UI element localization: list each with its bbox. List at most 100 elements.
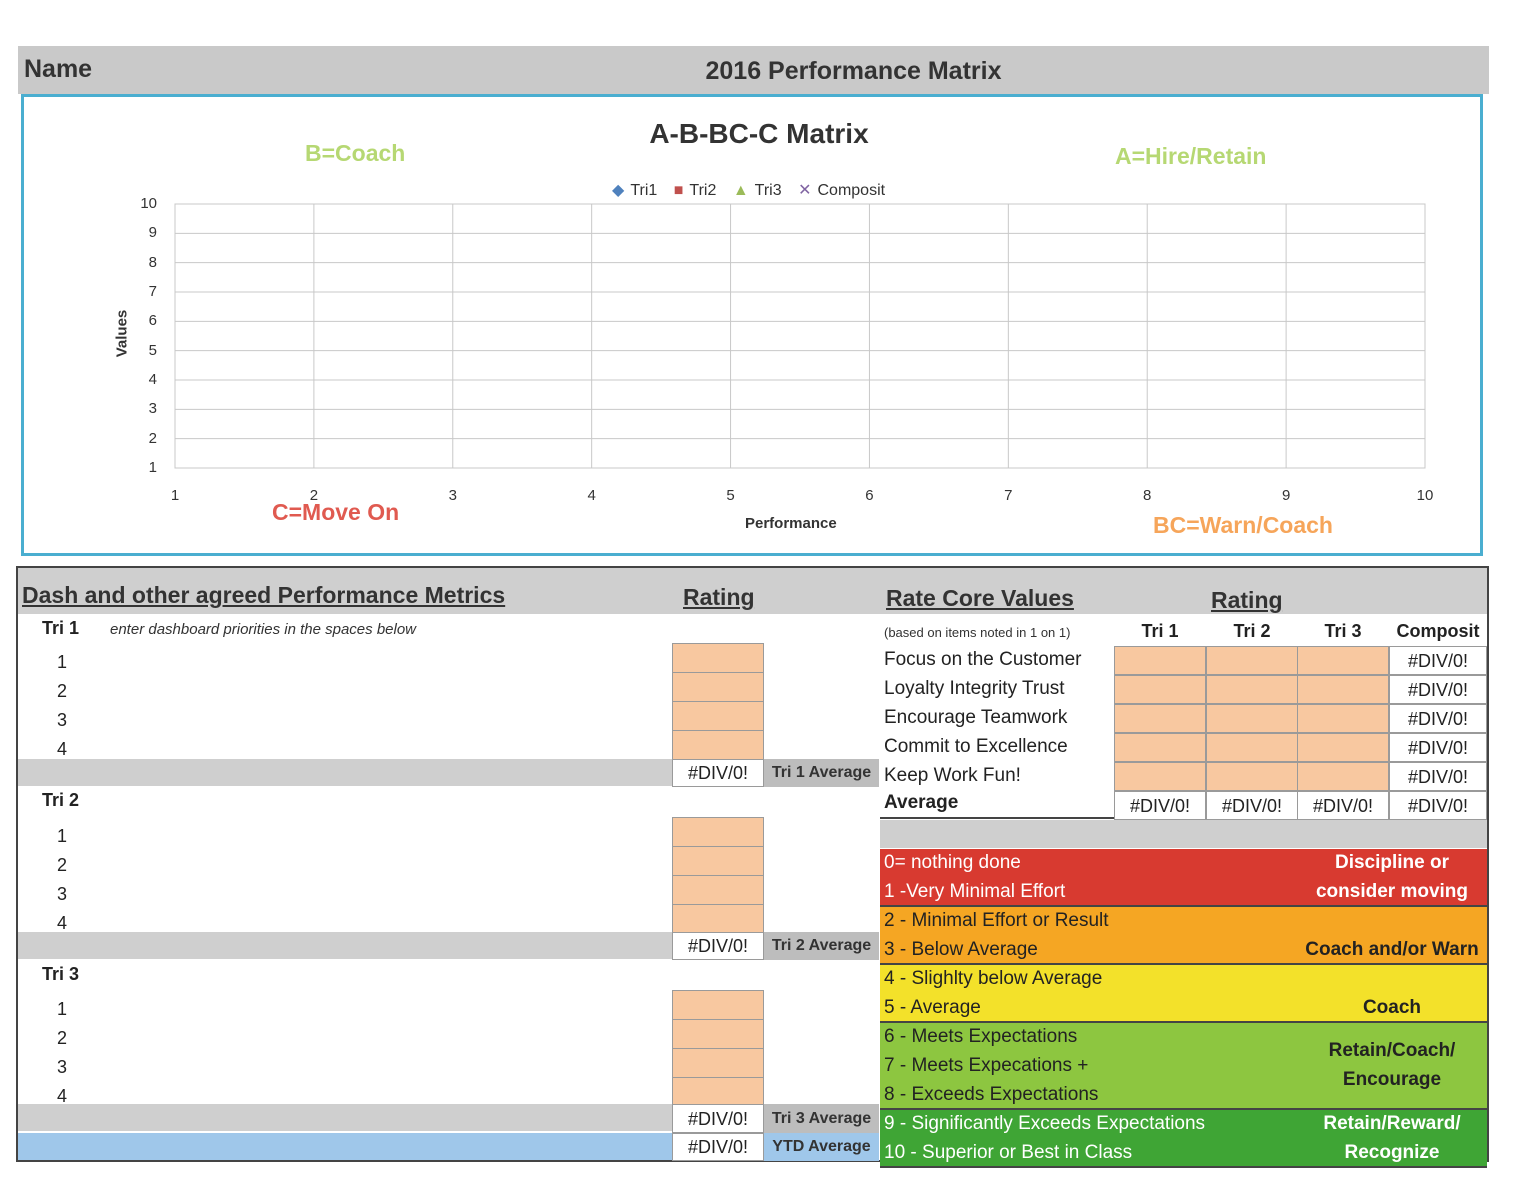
core-average-value: #DIV/0! xyxy=(1206,791,1298,820)
scale-band-1 xyxy=(880,907,1487,965)
tri1-hint: enter dashboard priorities in the spaces… xyxy=(110,621,417,638)
y-tick-label: 2 xyxy=(148,429,157,447)
tri2-rating-input[interactable] xyxy=(672,817,764,847)
tri2-avg-value: #DIV/0! xyxy=(672,932,764,960)
y-tick-label: 9 xyxy=(148,224,157,242)
core-rating-input[interactable] xyxy=(1206,733,1298,762)
core-values-heading: Rate Core Values xyxy=(886,585,1074,611)
tri3-row-number: 3 xyxy=(57,1057,68,1077)
core-rating-input[interactable] xyxy=(1114,704,1206,733)
core-average-value: #DIV/0! xyxy=(1389,791,1487,820)
tri3-avg-band xyxy=(18,1104,672,1131)
scale-band-4 xyxy=(880,1110,1487,1168)
core-col-header: Composit xyxy=(1396,621,1480,641)
tri1-rating-input[interactable] xyxy=(672,701,764,731)
metrics-rating-heading: Rating xyxy=(683,584,755,610)
quadrant-bc-label: BC=Warn/Coach xyxy=(1153,512,1333,538)
core-values-note: (based on items noted in 1 on 1) xyxy=(884,625,1071,640)
x-tick-label: 2 xyxy=(309,487,319,504)
scale-line: 2 - Minimal Effort or Result xyxy=(884,910,1109,931)
name-label: Name xyxy=(24,55,93,83)
y-axis-label: Values xyxy=(113,309,131,358)
chart-legend: ◆ Tri1 ■ Tri2 ▲ Tri3 ✕ Composit xyxy=(612,180,897,200)
quadrant-c-label: C=Move On xyxy=(272,499,400,525)
tri2-rating-input[interactable] xyxy=(672,875,764,905)
scale-action: Coach and/or Warn xyxy=(1305,939,1479,960)
scale-line: 6 - Meets Expectations xyxy=(884,1026,1078,1047)
scale-line: 1 -Very Minimal Effort xyxy=(884,881,1066,902)
core-composit-value: #DIV/0! xyxy=(1389,675,1487,704)
tri3-row-number: 2 xyxy=(57,1028,68,1048)
x-tick-label: 1 xyxy=(170,487,180,504)
core-composit-value: #DIV/0! xyxy=(1389,646,1487,675)
core-rating-input[interactable] xyxy=(1114,733,1206,762)
core-average-value: #DIV/0! xyxy=(1114,791,1206,820)
x-tick-label: 8 xyxy=(1143,487,1152,504)
tri1-rating-input[interactable] xyxy=(672,730,764,760)
tri2-rating-input[interactable] xyxy=(672,846,764,876)
lower-header-band xyxy=(18,568,1487,614)
tri3-label: Tri 3 xyxy=(42,964,80,984)
tri1-rating-input[interactable] xyxy=(672,643,764,673)
y-tick-label: 5 xyxy=(148,341,157,359)
ytd-value: #DIV/0! xyxy=(672,1133,764,1161)
core-composit-value: #DIV/0! xyxy=(1389,704,1487,733)
core-rating-input[interactable] xyxy=(1206,675,1298,704)
x-tick-label: 4 xyxy=(587,487,596,504)
core-col-header: Tri 1 xyxy=(1141,621,1179,641)
tri2-row-number: 2 xyxy=(57,855,68,875)
core-rating-input[interactable] xyxy=(1297,646,1389,675)
scale-action: consider moving xyxy=(1315,881,1469,902)
tri1-label: Tri 1 xyxy=(42,618,80,638)
y-tick-label: 6 xyxy=(148,312,157,330)
scale-action: Retain/Coach/ xyxy=(1328,1040,1456,1061)
x-tick-label: 6 xyxy=(865,487,874,504)
scale-line: 5 - Average xyxy=(884,997,981,1018)
core-rating-input[interactable] xyxy=(1114,646,1206,675)
core-value-item: Loyalty Integrity Trust xyxy=(884,678,1065,699)
core-rating-input[interactable] xyxy=(1206,762,1298,791)
chart-plot xyxy=(174,203,1426,469)
core-spacer-band xyxy=(880,820,1487,848)
tri3-rating-input[interactable] xyxy=(672,1048,764,1078)
core-rating-input[interactable] xyxy=(1297,762,1389,791)
core-composit-value: #DIV/0! xyxy=(1389,733,1487,762)
y-tick-label: 4 xyxy=(148,371,157,388)
scale-action: Encourage xyxy=(1342,1069,1442,1090)
scale-action: Retain/Reward/ xyxy=(1323,1113,1461,1134)
metrics-heading: Dash and other agreed Performance Metric… xyxy=(22,582,506,608)
x-tick-label: 5 xyxy=(726,487,735,504)
ytd-label: YTD Average xyxy=(764,1133,879,1161)
scale-line: 9 - Significantly Exceeds Expectations xyxy=(884,1113,1206,1134)
core-rating-input[interactable] xyxy=(1297,733,1389,762)
legend-tri2: ■ Tri2 xyxy=(673,182,717,199)
core-rating-input[interactable] xyxy=(1114,675,1206,704)
tri1-row-number: 2 xyxy=(57,681,68,701)
core-value-item: Commit to Excellence xyxy=(884,736,1068,757)
core-rating-input[interactable] xyxy=(1206,646,1298,675)
x-tick-label: 7 xyxy=(1004,487,1013,504)
plot-area xyxy=(174,203,1426,469)
header-bar: Name 2016 Performance Matrix xyxy=(18,46,1489,94)
core-rating-input[interactable] xyxy=(1206,704,1298,733)
tri2-avg-label: Tri 2 Average xyxy=(764,932,879,960)
tri3-rating-input[interactable] xyxy=(672,990,764,1020)
core-rating-input[interactable] xyxy=(1114,762,1206,791)
tri3-rating-input[interactable] xyxy=(672,1019,764,1049)
core-rating-input[interactable] xyxy=(1297,675,1389,704)
tri1-rating-input[interactable] xyxy=(672,672,764,702)
average-underline xyxy=(880,817,1114,819)
core-rating-input[interactable] xyxy=(1297,704,1389,733)
scale-action: Coach xyxy=(1362,997,1422,1018)
tri3-rating-input[interactable] xyxy=(672,1077,764,1107)
scale-action: Recognize xyxy=(1344,1142,1440,1163)
scale-line: 7 - Meets Expecations + xyxy=(884,1055,1089,1076)
tri2-rating-input[interactable] xyxy=(672,904,764,934)
chart-frame xyxy=(21,94,1483,556)
tri3-row-number: 4 xyxy=(57,1086,68,1106)
quadrant-b-label: B=Coach xyxy=(305,140,406,166)
tri3-avg-value: #DIV/0! xyxy=(672,1104,764,1133)
tri2-label: Tri 2 xyxy=(42,790,80,810)
tri1-avg-label: Tri 1 Average xyxy=(764,759,879,787)
scale-line: 8 - Exceeds Expectations xyxy=(884,1084,1099,1105)
